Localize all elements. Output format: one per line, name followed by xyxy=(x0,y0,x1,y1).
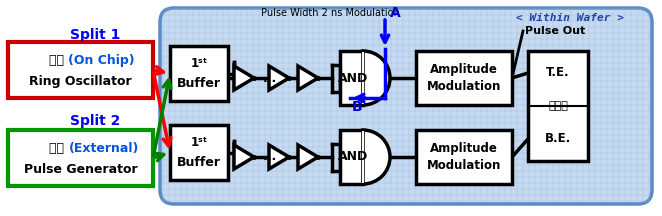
Text: (On Chip): (On Chip) xyxy=(68,54,135,67)
Text: ...: ... xyxy=(262,71,277,84)
Bar xyxy=(170,46,228,101)
Polygon shape xyxy=(269,66,289,90)
Bar xyxy=(340,51,363,105)
Bar xyxy=(340,130,363,184)
Text: Pulse Generator: Pulse Generator xyxy=(24,163,137,176)
Polygon shape xyxy=(298,66,318,90)
Bar xyxy=(362,131,364,183)
Text: B.E.: B.E. xyxy=(545,132,571,146)
Polygon shape xyxy=(234,145,254,169)
Text: 내부: 내부 xyxy=(49,54,68,67)
Text: (External): (External) xyxy=(68,142,139,155)
Text: Modulation: Modulation xyxy=(427,159,501,172)
Polygon shape xyxy=(234,66,254,90)
Text: 1ˢᵗ: 1ˢᵗ xyxy=(191,57,208,70)
Text: Ring Oscillator: Ring Oscillator xyxy=(29,75,132,88)
Text: B: B xyxy=(352,100,363,114)
Polygon shape xyxy=(269,145,289,169)
Text: Buffer: Buffer xyxy=(177,77,221,90)
Text: 외부: 외부 xyxy=(49,142,68,155)
Text: Pulse Out: Pulse Out xyxy=(525,26,585,36)
Text: AND: AND xyxy=(338,151,368,164)
Text: < Within Wafer >: < Within Wafer > xyxy=(516,13,624,23)
Text: Pulse Width 2 ns Modulation: Pulse Width 2 ns Modulation xyxy=(261,8,399,18)
Bar xyxy=(8,42,153,98)
Text: 1ˢᵗ: 1ˢᵗ xyxy=(191,136,208,149)
Text: Split 1: Split 1 xyxy=(70,28,120,42)
Text: AND: AND xyxy=(338,71,368,84)
FancyBboxPatch shape xyxy=(160,8,652,204)
Text: Amplitude: Amplitude xyxy=(430,64,498,76)
Text: Modulation: Modulation xyxy=(427,80,501,93)
Text: Amplitude: Amplitude xyxy=(430,142,498,155)
Text: ...: ... xyxy=(262,151,277,164)
Bar xyxy=(170,125,228,180)
Bar xyxy=(416,130,512,184)
Polygon shape xyxy=(298,145,318,169)
Bar xyxy=(416,51,512,105)
Text: Split 2: Split 2 xyxy=(70,114,120,128)
Wedge shape xyxy=(363,130,390,184)
Text: T.E.: T.E. xyxy=(546,67,570,79)
Bar xyxy=(8,130,153,186)
Text: A: A xyxy=(390,6,401,20)
Bar xyxy=(362,52,364,104)
Text: 신소자: 신소자 xyxy=(548,101,568,111)
Text: Buffer: Buffer xyxy=(177,156,221,169)
Wedge shape xyxy=(363,51,390,105)
Bar xyxy=(528,51,588,161)
